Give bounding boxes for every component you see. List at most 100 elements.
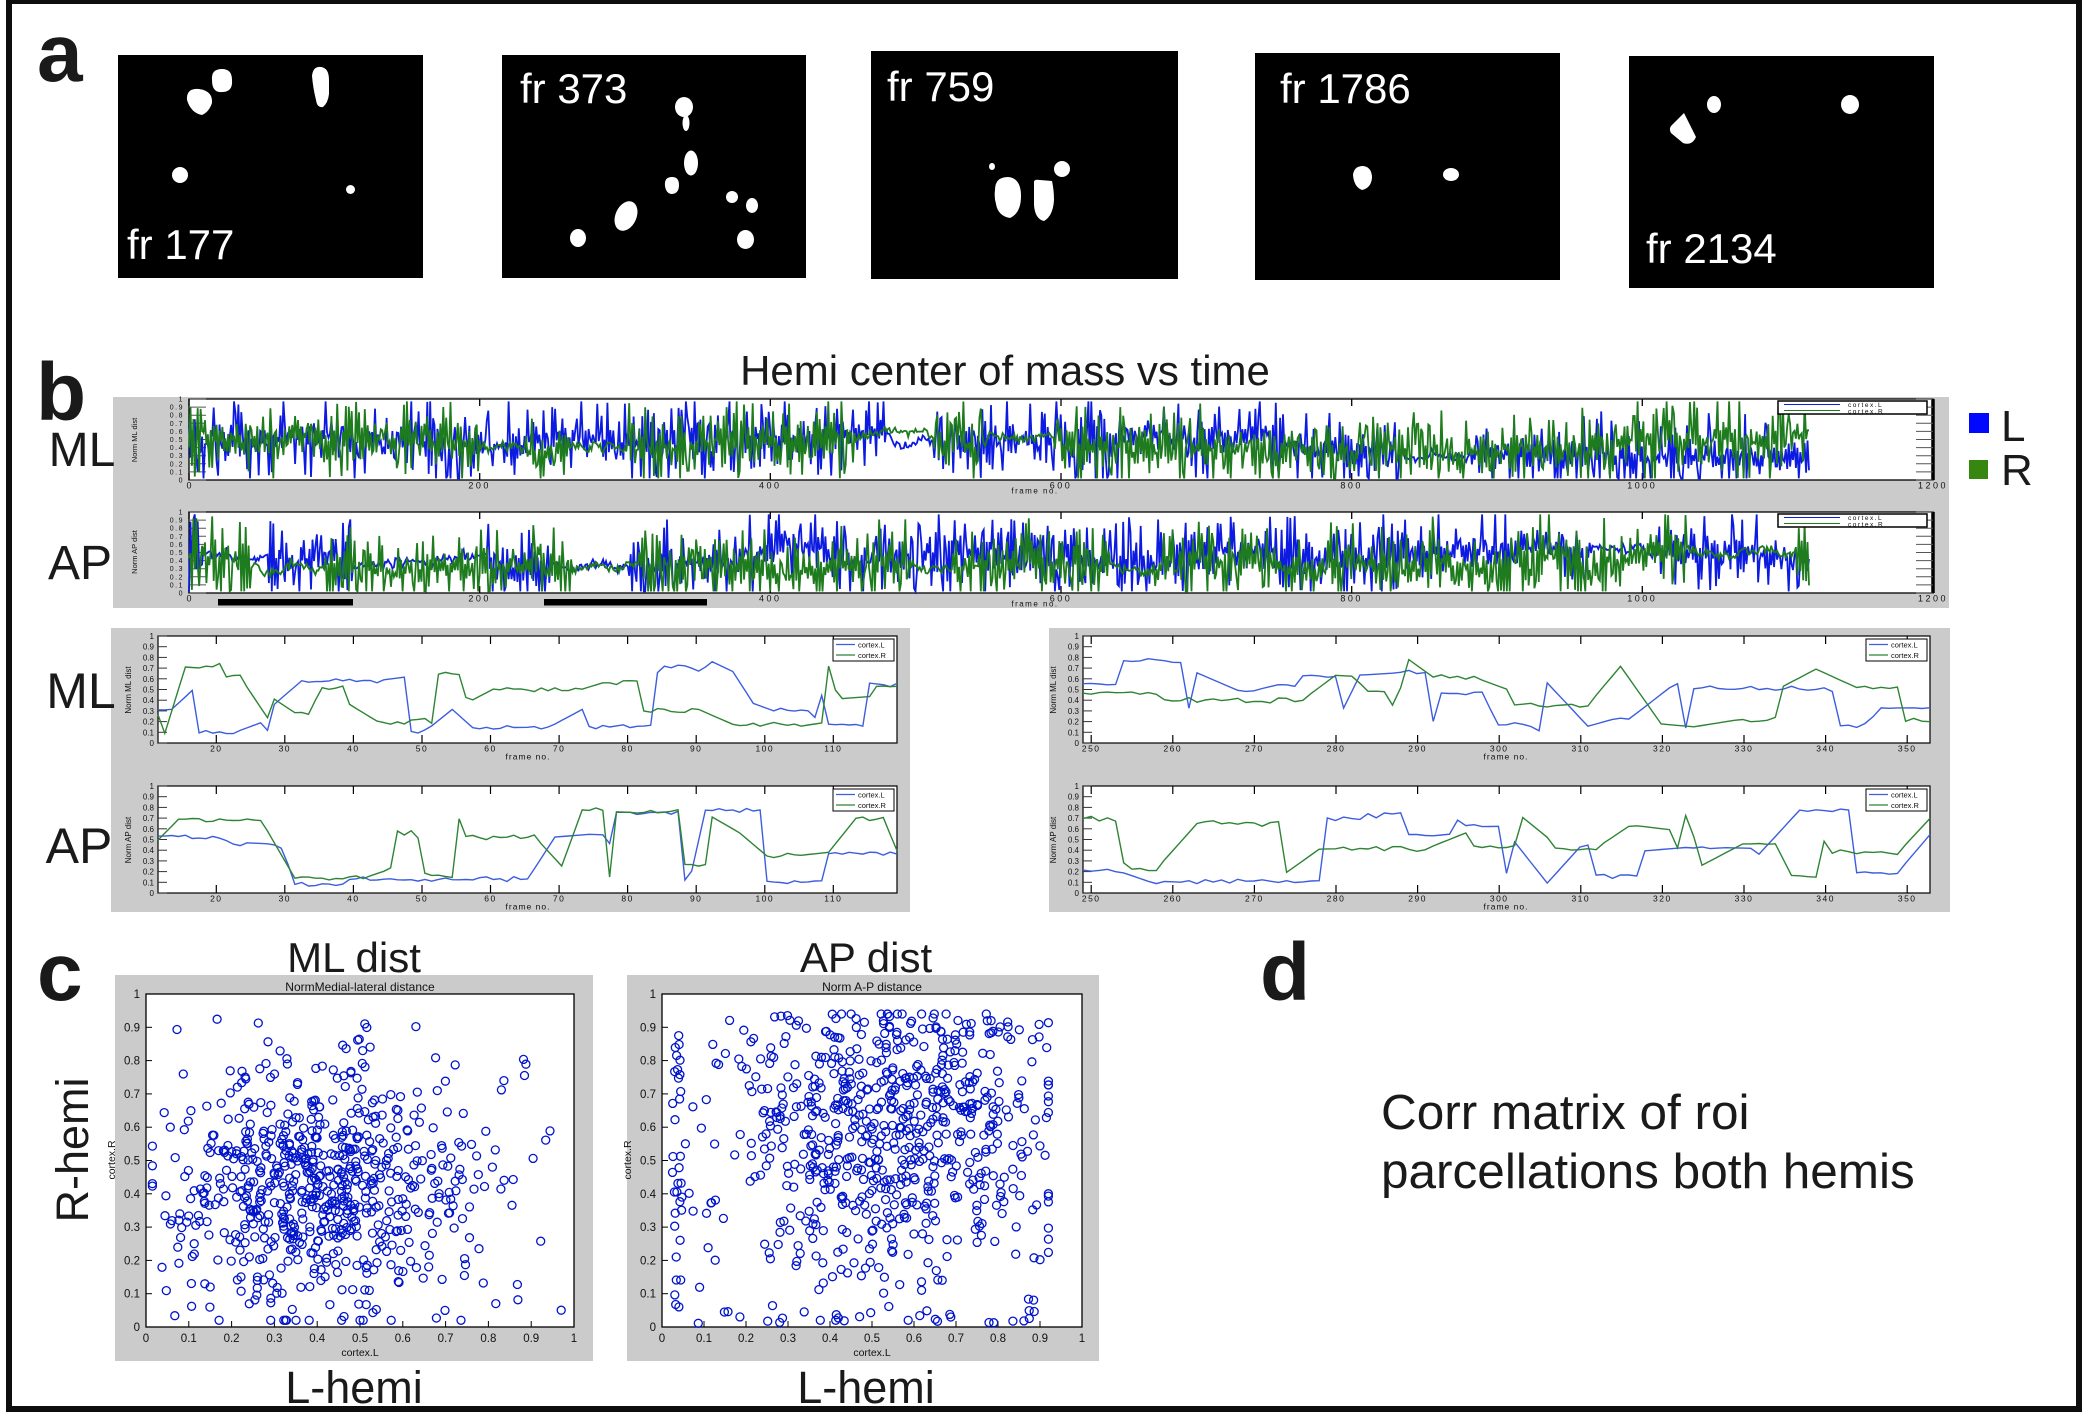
svg-text:0: 0	[134, 1322, 140, 1334]
svg-text:320: 320	[1653, 894, 1672, 904]
svg-text:1: 1	[179, 510, 184, 517]
svg-text:0.6: 0.6	[1068, 675, 1080, 684]
svg-text:0: 0	[179, 591, 184, 598]
svg-text:0.9: 0.9	[640, 1022, 656, 1034]
svg-text:0.7: 0.7	[1068, 664, 1080, 673]
svg-text:0: 0	[150, 739, 155, 748]
svg-text:frame no.: frame no.	[1484, 902, 1529, 912]
svg-text:0: 0	[650, 1322, 656, 1334]
svg-text:d: d	[1260, 927, 1310, 1018]
svg-text:0.1: 0.1	[696, 1333, 712, 1345]
svg-text:350: 350	[1898, 894, 1917, 904]
svg-text:0.4: 0.4	[640, 1189, 657, 1201]
svg-text:cortex.L: cortex.L	[858, 641, 885, 650]
svg-text:0.3: 0.3	[780, 1333, 796, 1345]
svg-text:Norm ML dist: Norm ML dist	[124, 666, 133, 714]
svg-text:340: 340	[1816, 894, 1835, 904]
svg-text:100: 100	[755, 744, 774, 754]
svg-text:0.5: 0.5	[1068, 836, 1080, 845]
svg-text:0.5: 0.5	[170, 550, 184, 557]
svg-text:0.4: 0.4	[170, 558, 184, 565]
svg-text:0.3: 0.3	[143, 857, 155, 866]
svg-text:60: 60	[484, 894, 496, 904]
svg-text:cortex.R: cortex.R	[1891, 801, 1920, 810]
svg-text:R-hemi: R-hemi	[47, 1077, 98, 1222]
svg-text:0.2: 0.2	[640, 1255, 656, 1267]
svg-text:0.7: 0.7	[143, 664, 155, 673]
svg-text:270: 270	[1245, 894, 1264, 904]
svg-text:0.9: 0.9	[143, 643, 155, 652]
svg-text:0: 0	[143, 1333, 149, 1345]
svg-text:50: 50	[416, 744, 428, 754]
svg-text:parcellations both hemis: parcellations both hemis	[1381, 1144, 1915, 1199]
svg-text:cortex.L: cortex.L	[1891, 641, 1918, 650]
svg-text:cortex.L: cortex.L	[1848, 402, 1883, 409]
svg-text:0.4: 0.4	[143, 696, 155, 705]
svg-text:1: 1	[150, 632, 155, 641]
svg-text:0.5: 0.5	[640, 1156, 656, 1168]
svg-text:0.6: 0.6	[1068, 825, 1080, 834]
svg-text:0.1: 0.1	[1068, 728, 1080, 737]
svg-text:0: 0	[659, 1333, 665, 1345]
svg-text:Corr matrix of roi: Corr matrix of roi	[1381, 1085, 1750, 1140]
svg-text:110: 110	[824, 744, 842, 754]
svg-text:Norm AP dist: Norm AP dist	[1049, 816, 1058, 863]
svg-text:0.1: 0.1	[1068, 878, 1080, 887]
svg-text:0.9: 0.9	[170, 405, 184, 412]
svg-text:frame no.: frame no.	[1011, 487, 1058, 496]
svg-text:0.8: 0.8	[480, 1333, 496, 1345]
svg-text:400: 400	[759, 594, 782, 604]
svg-text:c: c	[37, 927, 83, 1018]
svg-text:0.5: 0.5	[143, 836, 155, 845]
svg-text:0: 0	[186, 481, 191, 491]
svg-text:0.9: 0.9	[1068, 793, 1080, 802]
svg-text:40: 40	[347, 894, 359, 904]
svg-text:1200: 1200	[1918, 481, 1948, 491]
svg-text:0.3: 0.3	[170, 566, 184, 573]
svg-text:0.6: 0.6	[906, 1333, 922, 1345]
svg-text:0.1: 0.1	[124, 1289, 140, 1301]
svg-text:fr 177: fr 177	[127, 221, 234, 268]
svg-text:AP: AP	[48, 537, 112, 590]
svg-text:600: 600	[1050, 481, 1073, 491]
svg-text:0.2: 0.2	[143, 868, 155, 877]
svg-text:0.2: 0.2	[170, 574, 184, 581]
svg-text:100: 100	[755, 894, 774, 904]
svg-text:0.3: 0.3	[1068, 707, 1080, 716]
svg-text:0.3: 0.3	[266, 1333, 282, 1345]
svg-text:Norm A-P distance: Norm A-P distance	[822, 980, 922, 994]
svg-text:b: b	[36, 347, 86, 438]
svg-text:800: 800	[1340, 481, 1363, 491]
svg-text:1: 1	[179, 397, 184, 404]
svg-text:cortex.L: cortex.L	[1891, 791, 1918, 800]
svg-text:cortex.R: cortex.R	[1848, 522, 1884, 529]
svg-text:290: 290	[1408, 894, 1427, 904]
svg-text:0.6: 0.6	[143, 825, 155, 834]
svg-text:0.8: 0.8	[1068, 653, 1080, 662]
svg-text:0.4: 0.4	[143, 846, 155, 855]
svg-text:0.3: 0.3	[143, 707, 155, 716]
svg-text:330: 330	[1735, 894, 1754, 904]
svg-text:0.5: 0.5	[124, 1156, 140, 1168]
svg-text:0.5: 0.5	[352, 1333, 368, 1345]
svg-text:0.3: 0.3	[640, 1222, 656, 1234]
svg-text:90: 90	[690, 894, 702, 904]
svg-text:0.7: 0.7	[170, 421, 184, 428]
svg-text:0.5: 0.5	[143, 686, 155, 695]
svg-text:0: 0	[1075, 739, 1080, 748]
svg-text:280: 280	[1327, 894, 1346, 904]
svg-text:110: 110	[824, 894, 842, 904]
svg-text:20: 20	[210, 894, 222, 904]
svg-text:1000: 1000	[1627, 481, 1657, 491]
svg-text:0.1: 0.1	[143, 728, 155, 737]
svg-text:cortex.L: cortex.L	[853, 1347, 891, 1359]
svg-text:250: 250	[1082, 894, 1101, 904]
svg-text:70: 70	[553, 744, 565, 754]
svg-text:0.2: 0.2	[1068, 868, 1080, 877]
svg-text:0.2: 0.2	[738, 1333, 754, 1345]
svg-text:0.5: 0.5	[170, 437, 184, 444]
svg-text:frame no.: frame no.	[1484, 752, 1529, 762]
svg-text:0.8: 0.8	[990, 1333, 1006, 1345]
svg-text:Norm ML dist: Norm ML dist	[130, 417, 139, 462]
svg-text:0.6: 0.6	[143, 675, 155, 684]
